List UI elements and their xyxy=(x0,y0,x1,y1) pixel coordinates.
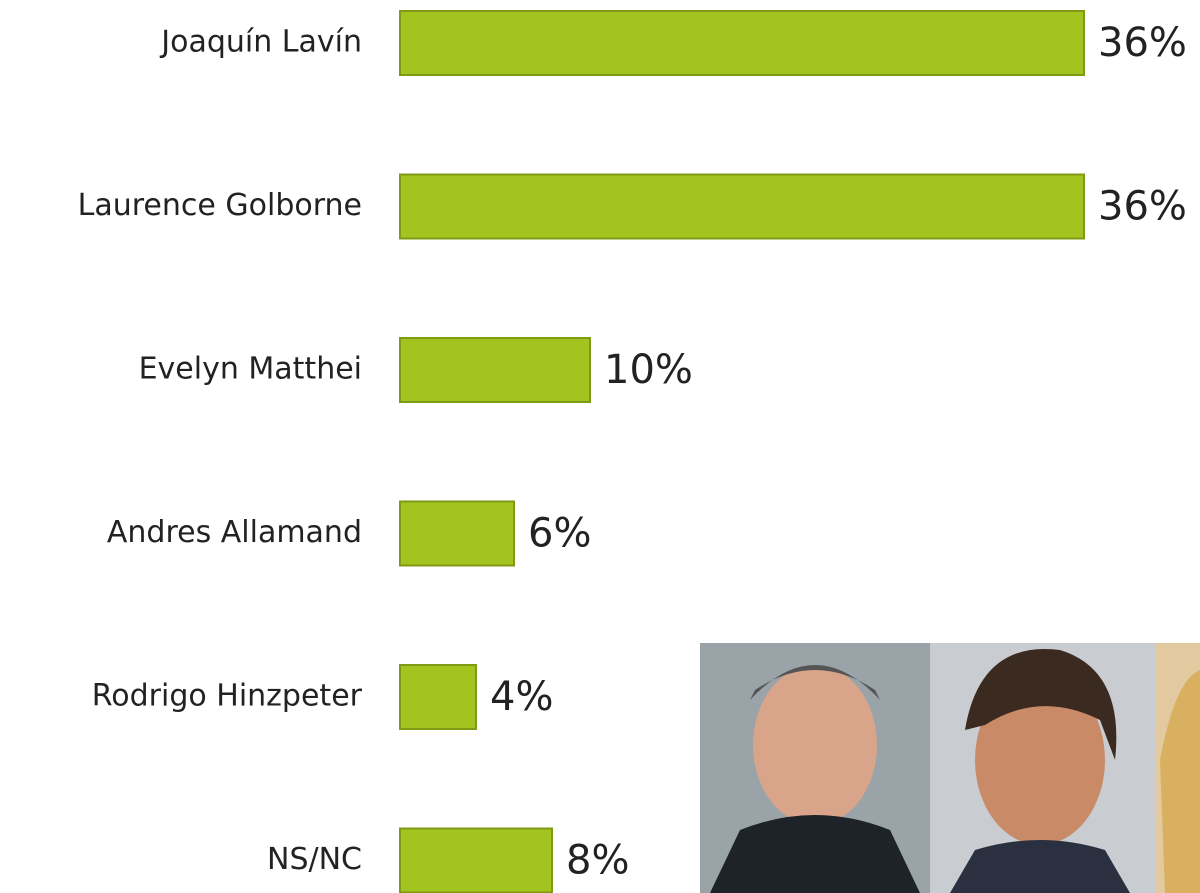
value-label: 6% xyxy=(528,511,591,557)
value-label: 4% xyxy=(490,674,553,720)
photos xyxy=(700,643,1200,893)
chart: Joaquín Lavín 36% Laurence Golborne 36% Evel… xyxy=(0,0,1200,893)
category-label: Joaquín Lavín xyxy=(159,25,362,60)
value-label: 36% xyxy=(1098,184,1187,230)
category-label: Rodrigo Hinzpeter xyxy=(92,679,363,714)
category-label: NS/NC xyxy=(267,842,362,877)
bar xyxy=(400,175,1084,239)
value-label: 36% xyxy=(1098,20,1187,66)
bar xyxy=(400,502,514,566)
category-label: Evelyn Matthei xyxy=(139,352,362,387)
value-label: 10% xyxy=(604,347,693,393)
photo-face xyxy=(753,665,877,825)
bar xyxy=(400,338,590,402)
value-label: 8% xyxy=(566,838,629,884)
bar xyxy=(400,11,1084,75)
bar xyxy=(400,665,476,729)
bar xyxy=(400,829,552,893)
category-label: Andres Allamand xyxy=(107,515,362,550)
category-label: Laurence Golborne xyxy=(78,188,362,223)
